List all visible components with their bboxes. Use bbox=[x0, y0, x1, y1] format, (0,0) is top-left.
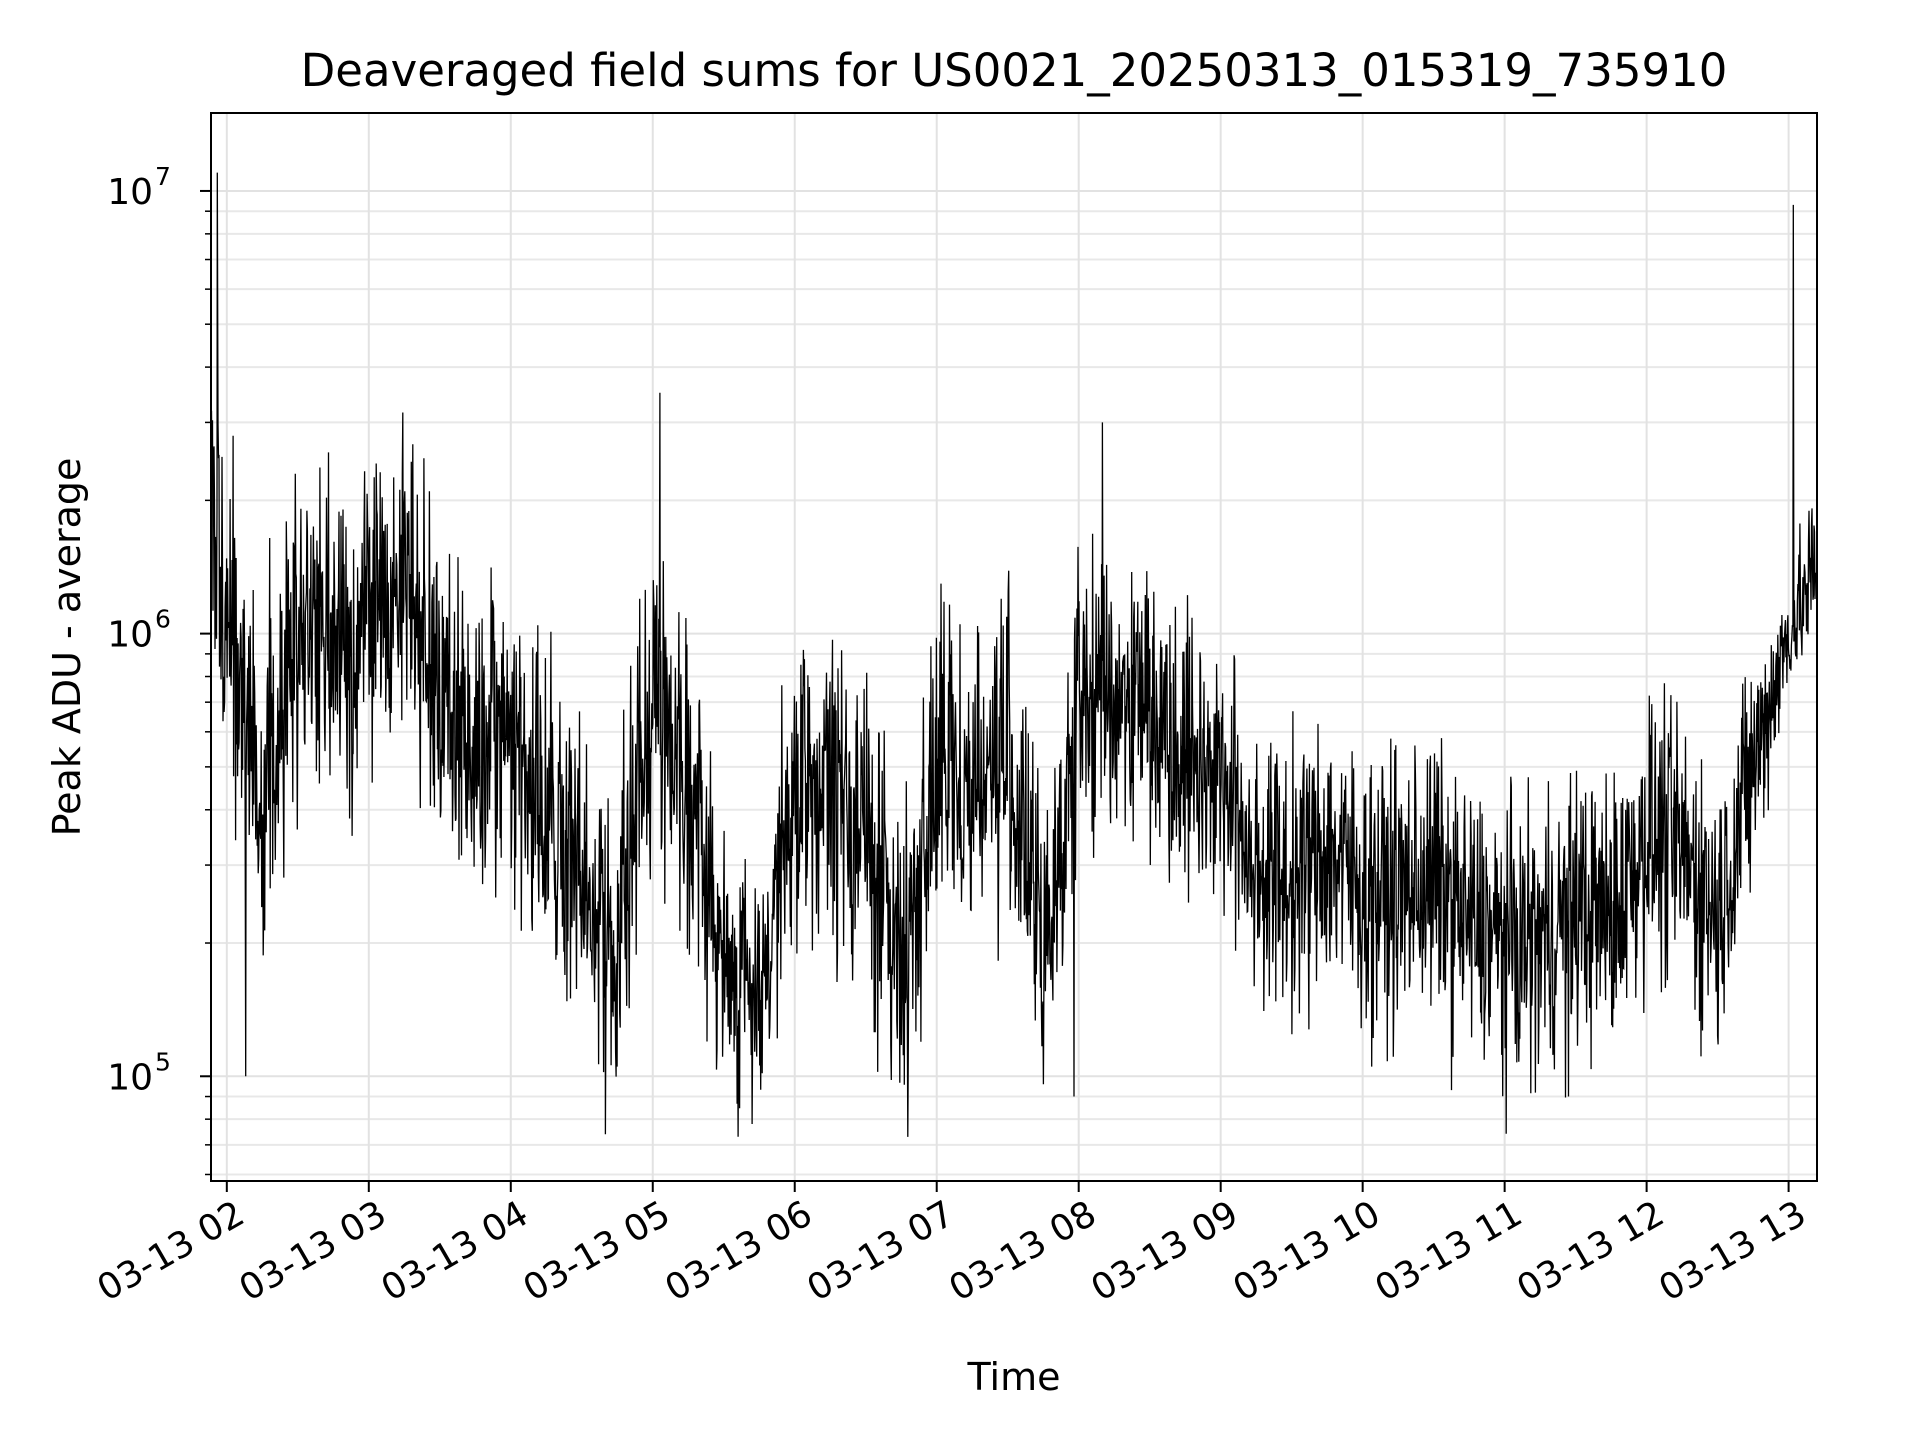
x-axis-label: Time bbox=[967, 1355, 1061, 1399]
series-line bbox=[210, 172, 1818, 1137]
y-axis-label: Peak ADU - average bbox=[45, 458, 89, 837]
y-tick-label: 10 bbox=[107, 1057, 153, 1098]
y-tick-label: 10 bbox=[107, 615, 153, 656]
y-tick-label: 10 bbox=[107, 172, 153, 213]
y-tick-exponent: 7 bbox=[155, 162, 171, 191]
data-line bbox=[210, 172, 1818, 1137]
plot-area bbox=[210, 112, 1818, 1182]
chart-title: Deaveraged field sums for US0021_2025031… bbox=[301, 44, 1728, 97]
y-tick-exponent: 5 bbox=[155, 1047, 171, 1076]
y-tick-exponent: 6 bbox=[155, 605, 171, 634]
